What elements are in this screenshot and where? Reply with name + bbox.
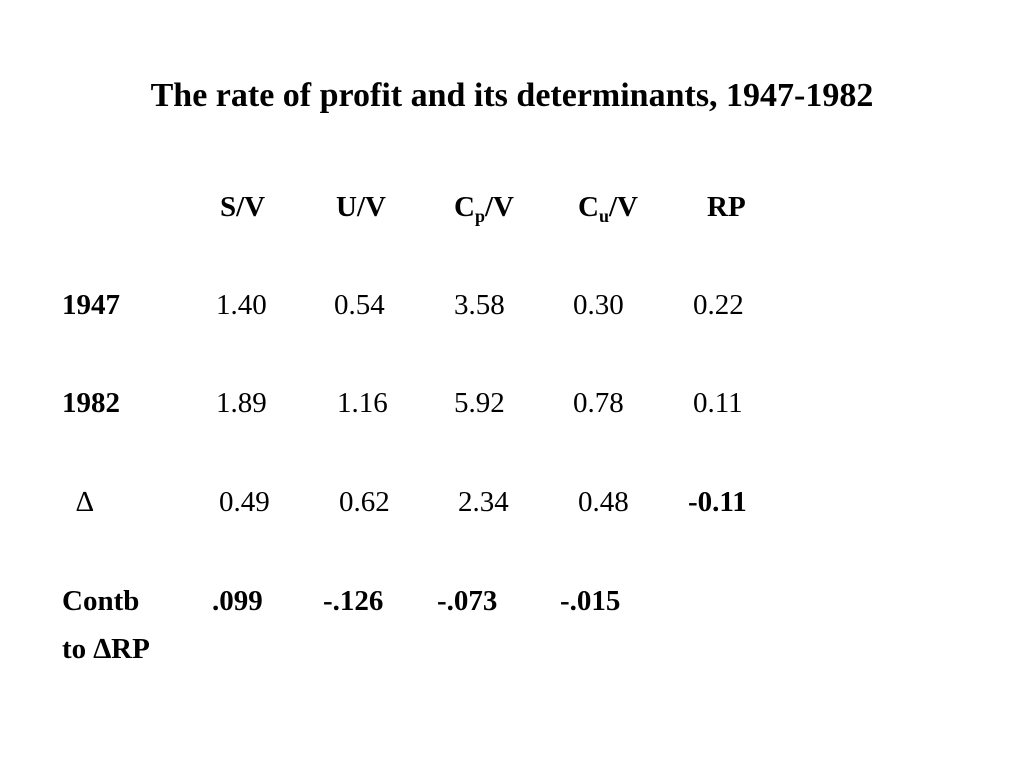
row-1947-rp: 0.22 (693, 289, 744, 321)
row-1947-sv: 1.40 (216, 289, 267, 321)
header-cuv-sub: u (598, 206, 609, 226)
row-1982-label: 1982 (62, 387, 120, 419)
row-1947-label: 1947 (62, 289, 120, 321)
header-cpv-sub: p (474, 206, 485, 226)
row-1982-cpv: 5.92 (454, 387, 505, 419)
row-delta-sv: 0.49 (219, 486, 270, 518)
row-contb-cuv: -.015 (560, 585, 621, 617)
header-rp: RP (707, 191, 746, 223)
row-delta-cuv: 0.48 (578, 486, 629, 518)
row-1947-cuv: 0.30 (573, 289, 624, 321)
row-contb-uv: -.126 (323, 585, 384, 617)
row-contb-sv: .099 (212, 585, 263, 617)
row-contb-label-line1: Contb (62, 585, 140, 617)
row-1982-rp: 0.11 (693, 387, 743, 419)
header-cpv: Cp/V (454, 189, 514, 225)
row-1982-cuv: 0.78 (573, 387, 624, 419)
slide-title: The rate of profit and its determinants,… (150, 77, 874, 114)
row-contb-cpv: -.073 (437, 585, 498, 617)
row-delta-rp: -0.11 (688, 486, 747, 518)
row-1982-sv: 1.89 (216, 387, 267, 419)
header-cuv-main: C (578, 191, 599, 223)
row-delta-uv: 0.62 (339, 486, 390, 518)
header-cuv: Cu/V (578, 189, 638, 225)
header-cpv-tail: /V (484, 191, 514, 223)
row-1947-cpv: 3.58 (454, 289, 505, 321)
header-cpv-main: C (454, 191, 475, 223)
row-delta-cpv: 2.34 (458, 486, 509, 518)
row-contb-label-line2: to ∆RP (62, 633, 150, 665)
row-1947-uv: 0.54 (334, 289, 385, 321)
header-sv: S/V (220, 191, 266, 223)
header-cuv-tail: /V (608, 191, 638, 223)
header-uv: U/V (336, 191, 386, 223)
row-1982-uv: 1.16 (337, 387, 388, 419)
row-delta-label: ∆ (76, 486, 94, 518)
